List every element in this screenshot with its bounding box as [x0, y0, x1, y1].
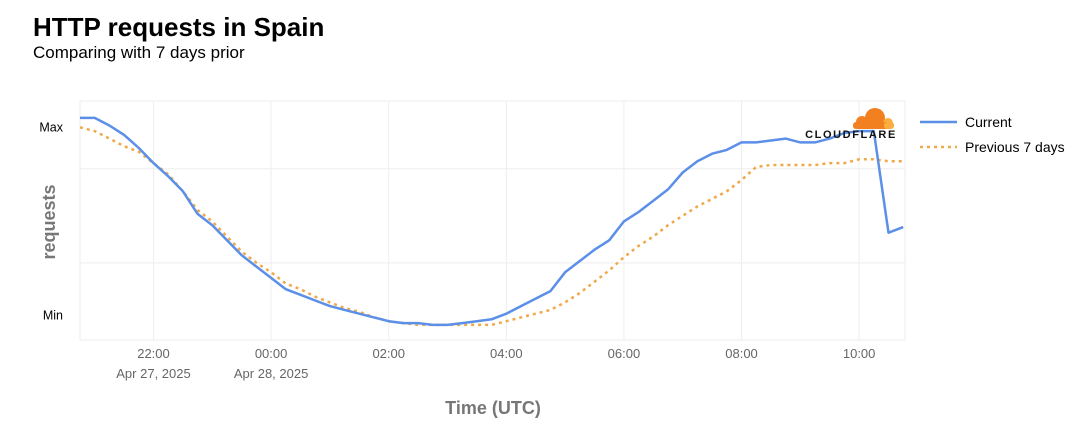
x-tick-label: 04:00 — [490, 346, 523, 361]
x-axis-ticks: 22:00 Apr 27, 2025 00:00 Apr 28, 2025 02:00 0… — [116, 346, 875, 381]
x-tick-label: 00:00 — [255, 346, 288, 361]
legend-item-previous-7-days[interactable]: Previous 7 days — [920, 139, 1065, 155]
x-tick-label: 02:00 — [372, 346, 405, 361]
x-tick-label: 08:00 — [725, 346, 758, 361]
x-tick-label: 22:00 — [137, 346, 170, 361]
cloudflare-cloud-icon — [853, 108, 894, 129]
series-line-current — [80, 116, 904, 327]
y-axis-title: requests — [39, 184, 59, 259]
plot-area — [79, 100, 906, 341]
legend-item-current[interactable]: Current — [920, 114, 1012, 130]
svg-text:Previous 7 days: Previous 7 days — [965, 139, 1065, 155]
cloudflare-logo: CLOUDFLARE — [805, 108, 897, 141]
x-tick-label: 10:00 — [843, 346, 876, 361]
x-axis-title: Time (UTC) — [445, 398, 541, 418]
svg-text:Current: Current — [965, 114, 1012, 130]
series-lines — [79, 116, 904, 327]
chart-subtitle: Comparing with 7 days prior — [33, 43, 245, 62]
y-tick-label: Max — [39, 120, 63, 134]
chart-title: HTTP requests in Spain — [33, 12, 325, 42]
legend: Current Previous 7 days — [920, 114, 1065, 155]
x-tick-date: Apr 27, 2025 — [116, 366, 190, 381]
x-tick-label: 06:00 — [608, 346, 641, 361]
cloudflare-wordmark: CLOUDFLARE — [805, 129, 897, 141]
gridlines — [80, 101, 905, 340]
x-tick-date: Apr 28, 2025 — [234, 366, 308, 381]
y-axis-ticks: Max Min — [39, 120, 63, 322]
y-tick-label: Min — [43, 309, 63, 323]
